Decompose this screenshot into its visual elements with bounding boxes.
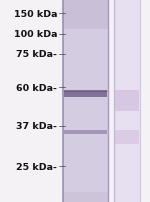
Bar — [63, 0, 108, 202]
Bar — [114, 0, 140, 202]
Bar — [115, 130, 139, 144]
Text: 60 kDa-: 60 kDa- — [16, 83, 57, 92]
Text: 75 kDa-: 75 kDa- — [16, 50, 57, 59]
Text: 25 kDa-: 25 kDa- — [16, 162, 57, 171]
Text: 150 kDa: 150 kDa — [14, 10, 57, 19]
Bar — [63, 192, 108, 202]
Text: 37 kDa-: 37 kDa- — [16, 122, 57, 131]
Bar — [64, 90, 107, 98]
Bar — [63, 0, 108, 30]
Text: 100 kDa: 100 kDa — [14, 30, 57, 39]
Bar — [64, 130, 107, 135]
Bar — [115, 91, 139, 111]
